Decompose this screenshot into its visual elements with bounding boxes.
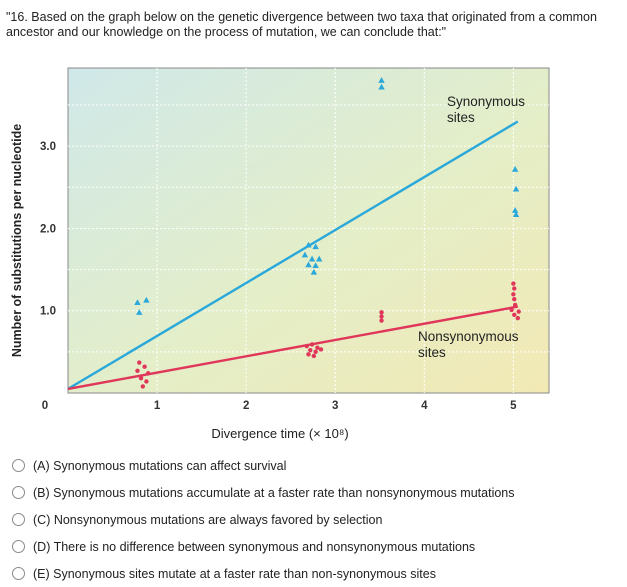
nonsynonymous-point bbox=[318, 347, 324, 352]
nonsynonymous-fit-line bbox=[67, 305, 519, 391]
synonymous-point bbox=[310, 268, 318, 275]
nonsynonymous-label: sites bbox=[418, 345, 446, 360]
x-axis-label: Divergence time (× 10⁸) bbox=[211, 426, 348, 441]
option-label: (C) Nonsynonymous mutations are always f… bbox=[33, 512, 383, 527]
fit-lines bbox=[67, 120, 519, 391]
x-tick-label: 2 bbox=[243, 400, 249, 412]
answer-options: (A) Synonymous mutations can affect surv… bbox=[12, 452, 622, 587]
divergence-chart: 0 1 2 3 4 5 1.0 2.0 3.0 Synonymous sites Nonsynony… bbox=[0, 60, 627, 445]
nonsynonymous-point bbox=[140, 384, 146, 389]
synonymous-point bbox=[305, 261, 312, 268]
tick-labels: 0 1 2 3 4 5 1.0 2.0 3.0 bbox=[40, 141, 517, 412]
synonymous-point bbox=[511, 166, 519, 172]
nonsynonymous-point bbox=[515, 315, 521, 321]
option-c[interactable]: (C) Nonsynonymous mutations are always f… bbox=[12, 506, 622, 533]
option-label: (D) There is no difference between synon… bbox=[33, 539, 476, 554]
synonymous-point bbox=[378, 77, 385, 83]
x-tick-label: 1 bbox=[154, 400, 161, 412]
y-tick-label: 3.0 bbox=[40, 141, 56, 153]
radio-button-icon[interactable] bbox=[12, 486, 25, 499]
option-d[interactable]: (D) There is no difference between synon… bbox=[12, 533, 622, 560]
synonymous-point bbox=[143, 296, 150, 303]
y-axis-label: Number of substitutions per nucleotide bbox=[10, 124, 24, 357]
option-label: (B) Synonymous mutations accumulate at a… bbox=[33, 485, 515, 500]
radio-button-icon[interactable] bbox=[12, 459, 25, 472]
grid-lines bbox=[68, 68, 549, 393]
chart-svg: 0 1 2 3 4 51.02.03.0 SynonymoussitesNonsynony… bbox=[10, 67, 550, 441]
nonsynonymous-point bbox=[511, 281, 516, 286]
synonymous-fit-line bbox=[67, 120, 519, 390]
radio-button-icon[interactable] bbox=[12, 540, 25, 553]
nonsynonymous-point bbox=[516, 309, 521, 314]
radio-button-icon[interactable] bbox=[12, 513, 25, 526]
nonsynonymous-point bbox=[379, 314, 384, 319]
synonymous-label: Synonymous bbox=[447, 94, 525, 109]
x-tick-label: 5 bbox=[510, 400, 517, 412]
nonsynonymous-point bbox=[135, 368, 140, 373]
synonymous-point bbox=[308, 255, 316, 262]
plot-area bbox=[67, 67, 550, 394]
nonsynonymous-point bbox=[379, 310, 384, 315]
y-tick-label: 2.0 bbox=[40, 223, 56, 235]
synonymous-point bbox=[315, 255, 323, 262]
x-tick-label: 3 bbox=[332, 400, 338, 412]
nonsynonymous-point bbox=[313, 349, 318, 355]
y-tick-label: 1.0 bbox=[40, 306, 56, 318]
nonsynonymous-point bbox=[311, 353, 317, 359]
option-a[interactable]: (A) Synonymous mutations can affect surv… bbox=[12, 452, 622, 479]
nonsynonymous-point bbox=[144, 379, 149, 384]
data-points bbox=[134, 77, 521, 389]
nonsynonymous-point bbox=[379, 318, 384, 323]
nonsynonymous-point bbox=[137, 360, 142, 365]
nonsynonymous-point bbox=[511, 292, 516, 297]
nonsynonymous-point bbox=[512, 312, 517, 318]
nonsynonymous-point bbox=[315, 345, 320, 350]
synonymous-point bbox=[378, 83, 385, 90]
option-b[interactable]: (B) Synonymous mutations accumulate at a… bbox=[12, 479, 622, 506]
synonymous-point bbox=[511, 207, 519, 213]
nonsynonymous-point bbox=[304, 343, 309, 349]
synonymous-point bbox=[312, 243, 319, 250]
synonymous-point bbox=[512, 211, 520, 218]
synonymous-point bbox=[301, 251, 309, 258]
nonsynonymous-point bbox=[509, 307, 514, 313]
nonsynonymous-label: Nonsynonymous bbox=[418, 329, 519, 344]
synonymous-label: sites bbox=[447, 110, 475, 125]
nonsynonymous-point bbox=[306, 352, 311, 357]
synonymous-point bbox=[305, 241, 312, 248]
option-label: (A) Synonymous mutations can affect surv… bbox=[33, 458, 287, 473]
synonymous-point bbox=[512, 185, 520, 192]
x-tick-label: 4 bbox=[421, 400, 428, 412]
synonymous-point bbox=[312, 262, 319, 269]
nonsynonymous-point bbox=[142, 364, 147, 369]
nonsynonymous-point bbox=[512, 302, 518, 308]
nonsynonymous-point bbox=[308, 348, 313, 353]
question-text: "16. Based on the graph below on the gen… bbox=[6, 10, 597, 39]
nonsynonymous-point bbox=[512, 286, 517, 291]
nonsynonymous-point bbox=[145, 371, 151, 376]
nonsynonymous-point bbox=[309, 342, 315, 347]
nonsynonymous-point bbox=[512, 297, 517, 302]
nonsynonymous-point bbox=[138, 375, 144, 381]
synonymous-point bbox=[134, 299, 141, 306]
option-e[interactable]: (E) Synonymous sites mutate at a faster … bbox=[12, 560, 622, 587]
option-label: (E) Synonymous sites mutate at a faster … bbox=[33, 566, 436, 581]
synonymous-point bbox=[136, 309, 143, 315]
radio-button-icon[interactable] bbox=[12, 567, 25, 580]
x-tick-label: 0 bbox=[42, 400, 48, 412]
